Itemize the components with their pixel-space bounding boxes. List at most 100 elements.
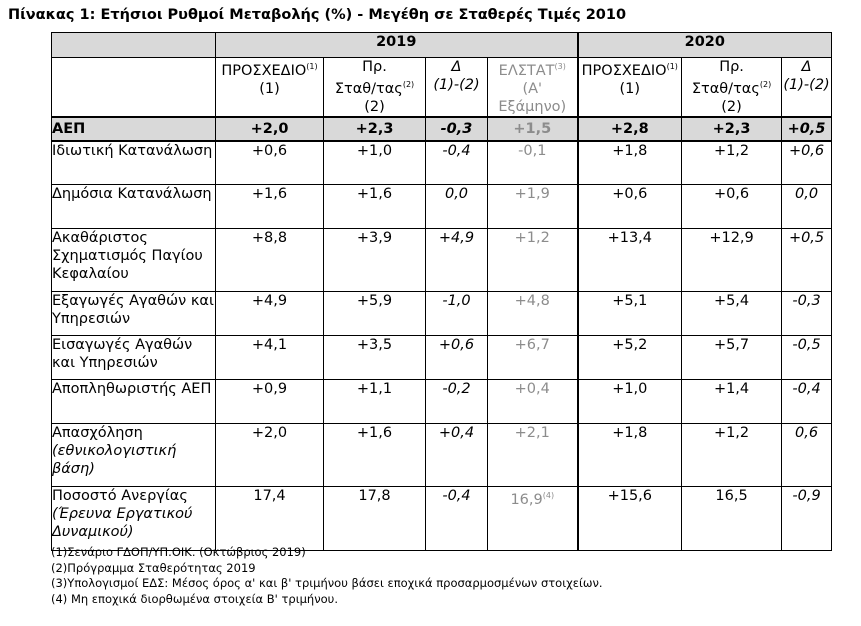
value-cell: +8,8	[215, 228, 324, 293]
value-cell: +3,9	[323, 228, 426, 293]
value-cell: 0,6	[781, 423, 833, 488]
subheader-text: ΠΡΟΣΧΕΔΙΟ	[221, 62, 307, 79]
value-cell: +0,9	[215, 379, 324, 425]
value-cell: +2,8	[576, 115, 683, 142]
subheader-elstat-2019: ΕΛΣΤΑΤ(3) (Α' Εξάμηνο)	[486, 56, 579, 118]
subheader-draft-2019: ΠΡΟΣΧΕΔΙΟ(1) (1)	[215, 56, 324, 118]
subheader-text: ΕΛΣΤΑΤ	[498, 62, 555, 79]
value-cell: +3,5	[323, 335, 426, 381]
value-cell: +1,2	[681, 140, 783, 186]
subheader-text: Δ	[801, 59, 812, 75]
value-cell: +5,2	[576, 335, 683, 381]
value-cell: -1,0	[425, 291, 488, 337]
value-cell: +0,6	[215, 140, 324, 186]
footnote-mark: (4)	[542, 491, 555, 501]
value-cell: +6,7	[486, 335, 579, 381]
table-row: Δημόσια Κατανάλωση +1,6 +1,6 0,0 +1,9 +0…	[51, 184, 833, 230]
row-label: Αποπληθωριστής ΑΕΠ	[51, 379, 216, 425]
value-cell: +1,8	[576, 423, 683, 488]
row-label: Ιδιωτική Κατανάλωση	[51, 140, 216, 186]
table-title: Πίνακας 1: Ετήσιοι Ρυθμοί Μεταβολής (%) …	[8, 7, 627, 23]
value-cell: +0,6	[681, 184, 783, 230]
subheader-delta-2019: Δ (1)-(2)	[425, 56, 488, 118]
row-label: Ποσοστό Ανεργίας	[52, 488, 188, 505]
value-cell: +4,1	[215, 335, 324, 381]
value-cell: +1,2	[681, 423, 783, 488]
row-label: ΑΕΠ	[51, 115, 216, 142]
footnote-mark: (1)	[666, 62, 678, 71]
value-cell: +2,3	[323, 115, 426, 142]
value-cell: 0,0	[781, 184, 833, 230]
value-cell: +1,5	[486, 115, 579, 142]
year-2020-header: 2020	[576, 32, 833, 58]
footnotes: (1)Σενάριο ΓΔΟΠ/ΥΠ.ΟΙΚ. (Οκτώβριος 2019)…	[51, 545, 603, 607]
subheader-text: (1)	[619, 80, 641, 97]
subheader-row: ΠΡΟΣΧΕΔΙΟ(1) (1) Πρ. Σταθ/τας(2) (2) Δ (…	[51, 56, 833, 118]
table-row: Εξαγωγές Αγαθών και Υπηρεσιών +4,9 +5,9 …	[51, 291, 833, 337]
value-cell: -0,9	[781, 486, 833, 552]
subheader-text: (1)	[259, 80, 280, 97]
value-cell: +1,8	[576, 140, 683, 186]
row-label-cell: Απασχόληση (εθνικολογιστική βάση)	[51, 423, 216, 488]
value-cell: -0,3	[781, 291, 833, 337]
subheader-text: Δ	[451, 59, 462, 75]
value-cell: +2,0	[215, 115, 324, 142]
footnote-mark: (2)	[402, 80, 415, 89]
value-cell: +4,9	[215, 291, 324, 337]
value-cell: +0,6	[425, 335, 488, 381]
table-row: Ποσοστό Ανεργίας (Έρευνα Εργατικού Δυναμ…	[51, 486, 833, 552]
value-cell: -0,5	[781, 335, 833, 381]
value-cell: +12,9	[681, 228, 783, 293]
value-cell: 16,5	[681, 486, 783, 552]
subheader-text: (2)	[721, 98, 742, 115]
year-header-row: 2019 2020	[51, 32, 833, 58]
footnote-mark: (2)	[759, 80, 772, 89]
footnote: (1)Σενάριο ΓΔΟΠ/ΥΠ.ΟΙΚ. (Οκτώβριος 2019)	[51, 545, 306, 559]
subheader-stability-2019: Πρ. Σταθ/τας(2) (2)	[323, 56, 426, 118]
value-cell: +2,0	[215, 423, 324, 488]
table-row: Ακαθάριστος Σχηματισμός Παγίου Κεφαλαίου…	[51, 228, 833, 293]
value-cell: +1,4	[681, 379, 783, 425]
value-cell: +1,6	[323, 184, 426, 230]
label-header-cell	[51, 56, 216, 118]
footnote: (3)Υπολογισμοί ΕΔΣ: Μέσος όρος α' και β'…	[51, 576, 603, 590]
value-cell: +5,4	[681, 291, 783, 337]
footnote: (2)Πρόγραμμα Σταθερότητας 2019	[51, 560, 256, 575]
value-cell: +1,0	[576, 379, 683, 425]
value-cell: -0,4	[425, 140, 488, 186]
value-cell: -0,1	[486, 140, 579, 186]
value-cell: -0,4	[425, 486, 488, 552]
subheader-text: Πρ.	[362, 59, 387, 75]
value-cell: +2,3	[681, 115, 783, 142]
value-cell: +15,6	[576, 486, 683, 552]
value-cell: +13,4	[576, 228, 683, 293]
subheader-draft-2020: ΠΡΟΣΧΕΔΙΟ(1) (1)	[576, 56, 683, 118]
value-cell: -0,3	[425, 115, 488, 142]
subheader-text: (Α'	[522, 80, 543, 97]
value-cell: +1,2	[486, 228, 579, 293]
footnote: (4) Μη εποχικά διορθωμένα στοιχεία Β' τρ…	[51, 591, 338, 606]
row-label: Ακαθάριστος Σχηματισμός Παγίου Κεφαλαίου	[51, 228, 216, 293]
row-label: Δημόσια Κατανάλωση	[51, 184, 216, 230]
subheader-text: (2)	[364, 98, 385, 115]
subheader-text: ΠΡΟΣΧΕΔΙΟ	[581, 62, 667, 79]
subheader-text: Εξάμηνο)	[498, 98, 567, 115]
subheader-delta-2020: Δ (1)-(2)	[781, 56, 833, 118]
subheader-text: Σταθ/τας	[691, 80, 760, 97]
row-label: Απασχόληση	[52, 425, 143, 442]
value-cell: +1,0	[323, 140, 426, 186]
value-cell: 0,0	[425, 184, 488, 230]
table-row: ΑΕΠ +2,0 +2,3 -0,3 +1,5 +2,8 +2,3 +0,5	[51, 115, 833, 142]
row-sublabel: (Έρευνα Εργατικού Δυναμικού)	[52, 506, 193, 541]
value-cell-with-footnote: 16,9(4)	[486, 486, 579, 552]
value-cell: 17,8	[323, 486, 426, 552]
value-cell: +1,1	[323, 379, 426, 425]
table-row: Εισαγωγές Αγαθών και Υπηρεσιών +4,1 +3,5…	[51, 335, 833, 381]
row-label: Εξαγωγές Αγαθών και Υπηρεσιών	[51, 291, 216, 337]
value-cell: -0,2	[425, 379, 488, 425]
row-label: Εισαγωγές Αγαθών και Υπηρεσιών	[51, 335, 216, 381]
value-cell: +5,1	[576, 291, 683, 337]
value-cell: +4,9	[425, 228, 488, 293]
subheader-text: Σταθ/τας	[334, 80, 403, 97]
footnote-mark: (3)	[554, 62, 566, 71]
